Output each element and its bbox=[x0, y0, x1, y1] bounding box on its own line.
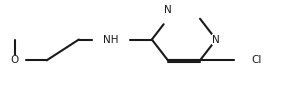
Text: NH: NH bbox=[103, 35, 119, 45]
Text: Cl: Cl bbox=[251, 55, 262, 65]
Text: N: N bbox=[212, 35, 220, 45]
Text: O: O bbox=[11, 55, 19, 65]
Text: N: N bbox=[164, 5, 172, 15]
